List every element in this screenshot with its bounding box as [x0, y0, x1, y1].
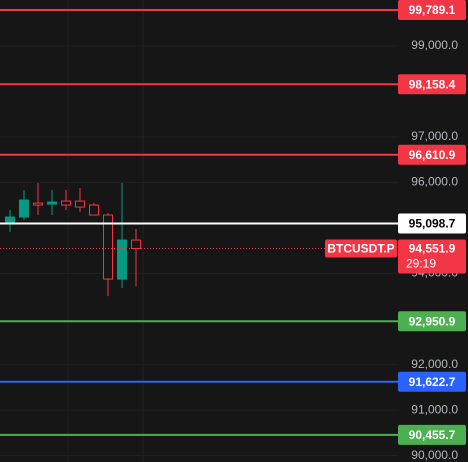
price-label-box: [398, 424, 466, 445]
y-tick-label: 92,000.0: [411, 357, 458, 371]
candle-body: [5, 216, 15, 223]
y-tick-label: 96,000.0: [411, 175, 458, 189]
price-label: 92,950.9: [409, 314, 456, 328]
current-price-label: 94,551.9: [409, 242, 456, 256]
price-label-box: [398, 0, 466, 21]
candle-body: [61, 200, 71, 206]
symbol-box: [325, 239, 397, 258]
candle-body: [47, 201, 57, 205]
y-tick-label: 99,000.0: [411, 38, 458, 52]
candle-body: [75, 200, 85, 208]
price-label-box: [398, 311, 466, 332]
price-label: 95,098.7: [409, 217, 456, 231]
price-label-box: [398, 74, 466, 95]
price-label: 99,789.1: [409, 3, 456, 17]
y-tick-label: 90,000.0: [411, 448, 458, 462]
current-price-box: [398, 239, 466, 274]
candle-body: [131, 239, 141, 249]
price-label-box: [398, 371, 466, 392]
y-tick-label: 97,000.0: [411, 129, 458, 143]
candle-body: [103, 214, 113, 280]
y-tick-label: 91,000.0: [411, 402, 458, 416]
price-label-box: [398, 213, 466, 234]
candle-body: [33, 202, 43, 206]
price-label: 90,455.7: [409, 428, 456, 442]
symbol-label: BTCUSDT.P: [327, 242, 394, 256]
candle-body: [19, 199, 29, 218]
price-label: 96,610.9: [409, 148, 456, 162]
price-label: 91,622.7: [409, 375, 456, 389]
price-label: 98,158.4: [409, 77, 456, 91]
price-label-box: [398, 144, 466, 165]
candle-body: [89, 204, 99, 216]
candle-body: [117, 239, 127, 280]
countdown-label: 29:19: [406, 257, 436, 271]
